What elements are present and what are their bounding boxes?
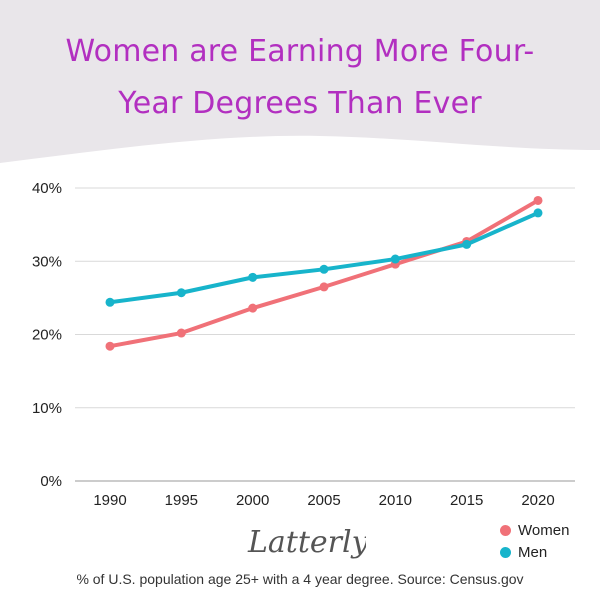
legend-label-men: Men — [518, 543, 548, 561]
chart-title-line-2: Year Degrees Than Ever — [118, 86, 482, 121]
data-point-women — [105, 341, 115, 351]
legend-swatch-men — [500, 546, 511, 558]
chart-title-line-1: Women are Earning More Four- — [65, 34, 535, 69]
x-tick-label: 2020 — [521, 492, 554, 509]
y-tick-label: 30% — [32, 253, 62, 270]
x-tick-label: 1990 — [93, 492, 126, 509]
x-tick-label: 2000 — [236, 492, 269, 509]
data-point-men — [390, 254, 400, 264]
source-footnote: % of U.S. population age 25+ with a 4 ye… — [76, 571, 524, 587]
x-tick-label: 2005 — [307, 492, 340, 509]
chart-legend: Women Men — [500, 519, 569, 563]
y-tick-label: 10% — [32, 400, 62, 417]
title-banner-background — [0, 0, 600, 163]
legend-swatch-women — [500, 524, 511, 536]
data-point-women — [319, 282, 329, 292]
x-tick-label: 2015 — [450, 492, 483, 509]
data-point-men — [533, 208, 543, 218]
legend-item-men: Men — [500, 541, 569, 563]
data-point-men — [176, 288, 186, 298]
legend-label-women: Women — [518, 521, 570, 539]
y-tick-label: 20% — [32, 327, 62, 344]
y-tick-label: 0% — [40, 473, 62, 490]
title-banner: Women are Earning More Four- Year Degree… — [0, 0, 600, 180]
data-point-men — [248, 272, 258, 282]
x-tick-label: 1995 — [165, 492, 198, 509]
data-point-men — [319, 264, 329, 274]
data-point-women — [533, 195, 543, 205]
data-point-men — [462, 239, 472, 249]
x-tick-label: 2010 — [379, 492, 412, 509]
data-point-women — [248, 303, 258, 313]
y-tick-label: 40% — [32, 180, 62, 197]
legend-item-women: Women — [500, 519, 569, 541]
chart-title: Women are Earning More Four- Year Degree… — [0, 26, 600, 130]
data-point-women — [176, 328, 186, 338]
brand-logo: Latterly.org — [247, 525, 366, 560]
brand-logo-text: Latterly.org — [247, 525, 366, 560]
data-point-men — [105, 297, 115, 307]
